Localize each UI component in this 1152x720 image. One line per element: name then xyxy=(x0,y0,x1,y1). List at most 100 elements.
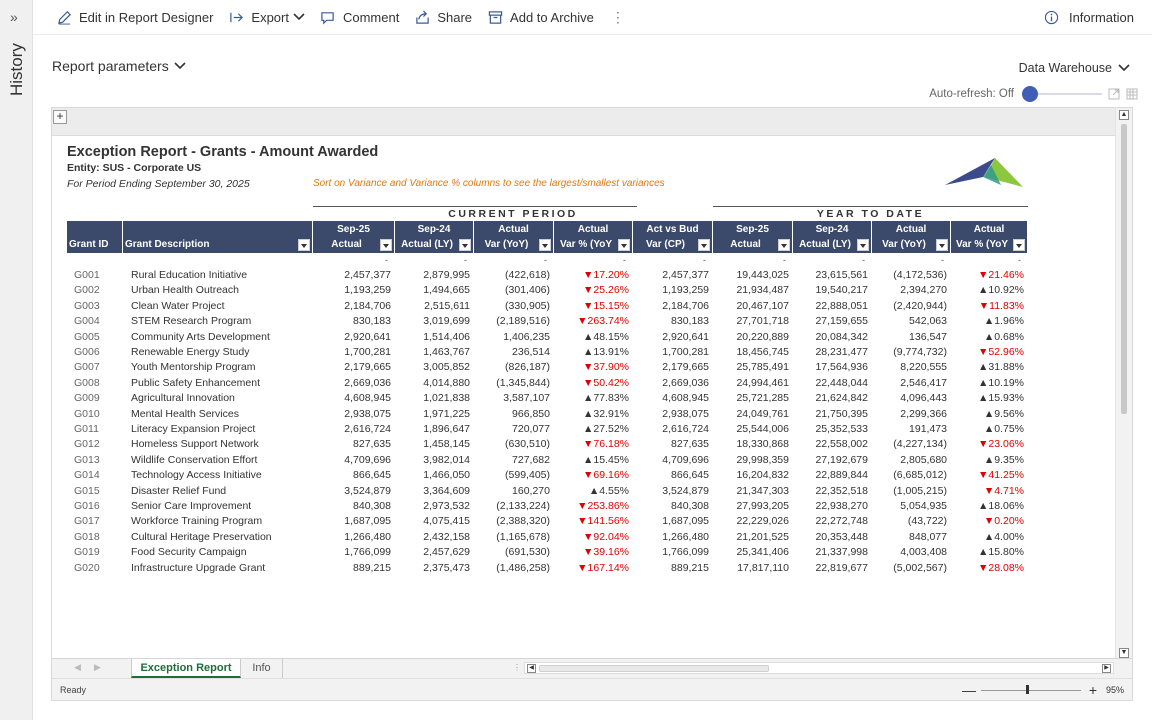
cell-cp-actual-ly[interactable]: 2,515,611 xyxy=(424,299,470,312)
cell-grant-id[interactable]: G015 xyxy=(74,484,100,497)
table-row[interactable]: G005 Community Arts Development 2,920,641 1… xyxy=(52,330,1032,345)
cell-cp-actual[interactable]: 4,709,696 xyxy=(344,453,391,466)
cell-grant-description[interactable]: Disaster Relief Fund xyxy=(131,484,227,497)
cell-ytd-actual-ly[interactable]: 27,192,679 xyxy=(815,453,868,466)
cell-ytd-actual[interactable]: 24,049,761 xyxy=(736,407,789,420)
cell-ytd-var[interactable]: 2,394,270 xyxy=(900,284,947,297)
cell-cp-var[interactable]: (2,189,516) xyxy=(496,315,550,328)
expand-history-button[interactable]: » xyxy=(10,9,18,25)
cell-ytd-var-pct[interactable]: ▼11.83% xyxy=(978,299,1024,312)
cell-grant-id[interactable]: G009 xyxy=(74,392,100,405)
cell-cp-var-budget[interactable]: 866,645 xyxy=(671,469,709,482)
cell-grant-id[interactable]: G004 xyxy=(74,315,100,328)
cell-cp-var-budget[interactable]: 3,524,879 xyxy=(662,484,709,497)
add-to-archive-button[interactable]: Add to Archive xyxy=(487,0,594,35)
cell-cp-var-budget[interactable]: 2,938,075 xyxy=(662,407,709,420)
vertical-scroll-thumb[interactable] xyxy=(1121,124,1127,414)
cell-ytd-actual-ly[interactable]: 22,819,677 xyxy=(815,561,868,574)
cell-grant-description[interactable]: Literacy Expansion Project xyxy=(131,423,256,435)
cell-cp-actual-ly[interactable]: 1,896,647 xyxy=(423,423,470,435)
cell-ytd-var[interactable]: 4,003,408 xyxy=(900,546,947,559)
cell-grant-description[interactable]: Rural Education Initiative xyxy=(131,269,248,281)
cell-cp-actual-ly[interactable]: 3,982,014 xyxy=(423,453,470,466)
cell-grant-description[interactable]: Renewable Energy Study xyxy=(131,346,250,358)
cell-grant-id[interactable]: G007 xyxy=(74,361,100,374)
cell-cp-actual[interactable]: 2,179,665 xyxy=(344,361,391,374)
cell-cp-var-budget[interactable]: 2,457,377 xyxy=(662,269,709,281)
table-row[interactable]: G015 Disaster Relief Fund 3,524,879 3,364,6… xyxy=(52,484,1032,499)
cell-grant-description[interactable]: Community Arts Development xyxy=(131,330,270,343)
cell-grant-description[interactable]: Wildlife Conservation Effort xyxy=(131,453,258,466)
cell-grant-id[interactable]: G011 xyxy=(74,423,99,435)
cell-grant-description[interactable]: Clean Water Project xyxy=(131,299,225,312)
zoom-in-button[interactable]: + xyxy=(1088,682,1098,698)
cell-cp-var[interactable]: (1,486,258) xyxy=(496,561,550,574)
cell-cp-actual-ly[interactable]: 3,005,852 xyxy=(423,361,470,374)
cell-grant-id[interactable]: G001 xyxy=(74,269,100,281)
cell-grant-description[interactable]: Agricultural Innovation xyxy=(131,392,235,405)
filter-dropdown-icon[interactable] xyxy=(698,239,710,251)
cell-cp-var[interactable]: (691,530) xyxy=(505,546,550,559)
zoom-slider[interactable] xyxy=(980,684,1081,696)
cell-cp-var[interactable]: 966,850 xyxy=(512,407,550,420)
cell-cp-var-budget[interactable]: 889,215 xyxy=(671,561,709,574)
cell-grant-id[interactable]: G020 xyxy=(74,561,100,574)
cell-ytd-actual[interactable]: 21,347,303 xyxy=(736,484,789,497)
cell-cp-var-pct[interactable]: ▼92.04% xyxy=(582,530,629,543)
cell-ytd-actual-ly[interactable]: 22,352,518 xyxy=(815,484,868,497)
cell-grant-id[interactable]: G013 xyxy=(74,453,100,466)
cell-ytd-actual-ly[interactable]: 20,353,448 xyxy=(815,530,868,543)
cell-cp-actual[interactable]: 3,524,879 xyxy=(344,484,391,497)
cell-cp-var[interactable]: (2,388,320) xyxy=(496,515,550,528)
cell-ytd-var[interactable]: 4,096,443 xyxy=(900,392,947,405)
cell-cp-var[interactable]: (330,905) xyxy=(505,299,550,312)
cell-cp-actual[interactable]: 866,645 xyxy=(353,469,391,482)
cell-ytd-var-pct[interactable]: ▲0.75% xyxy=(983,423,1024,435)
cell-ytd-var-pct[interactable]: ▲4.00% xyxy=(983,530,1024,543)
cell-ytd-actual[interactable]: 25,785,491 xyxy=(736,361,789,374)
cell-cp-var-budget[interactable]: 2,669,036 xyxy=(662,376,709,389)
cell-cp-actual[interactable]: 2,920,641 xyxy=(344,330,391,343)
table-row[interactable]: G013 Wildlife Conservation Effort 4,709,69… xyxy=(52,453,1032,468)
cell-cp-var-budget[interactable]: 2,184,706 xyxy=(662,299,709,312)
cell-cp-actual[interactable]: 1,193,259 xyxy=(344,284,391,297)
cell-ytd-var[interactable]: (5,002,567) xyxy=(893,561,947,574)
information-button[interactable]: Information xyxy=(1044,0,1134,35)
cell-ytd-var[interactable]: (43,722) xyxy=(907,515,947,528)
cell-ytd-actual[interactable]: 16,204,832 xyxy=(736,469,789,482)
cell-cp-actual-ly[interactable]: 1,466,050 xyxy=(423,469,470,482)
cell-ytd-var[interactable]: (1,005,215) xyxy=(893,484,947,497)
cell-grant-description[interactable]: Workforce Training Program xyxy=(131,515,263,528)
tab-exception-report[interactable]: Exception Report xyxy=(131,659,241,678)
prev-sheet-arrow-icon[interactable]: ◀ xyxy=(74,662,81,672)
cell-cp-var-pct[interactable]: ▼76.18% xyxy=(582,438,629,451)
vertical-scrollbar[interactable]: ▲ ▼ xyxy=(1115,108,1132,660)
edit-in-report-designer-button[interactable]: Edit in Report Designer xyxy=(56,0,213,35)
table-row[interactable]: G001 Rural Education Initiative 2,457,377 2… xyxy=(52,268,1032,283)
cell-cp-var[interactable]: 720,077 xyxy=(512,423,550,435)
cell-ytd-var-pct[interactable]: ▼0.20% xyxy=(983,515,1024,528)
cell-cp-actual-ly[interactable]: 4,075,415 xyxy=(423,515,470,528)
filter-dropdown-icon[interactable] xyxy=(1013,239,1025,251)
cell-ytd-actual-ly[interactable]: 21,337,998 xyxy=(815,546,868,559)
cell-cp-actual-ly[interactable]: 2,375,473 xyxy=(423,561,470,574)
cell-cp-actual[interactable]: 840,308 xyxy=(353,500,391,512)
cell-ytd-actual[interactable]: 19,443,025 xyxy=(736,269,789,281)
cell-cp-actual-ly[interactable]: 3,019,699 xyxy=(423,315,470,328)
cell-ytd-var[interactable]: 5,054,935 xyxy=(900,500,947,512)
report-parameters-toggle[interactable]: Report parameters xyxy=(52,58,186,74)
cell-ytd-var-pct[interactable]: ▲9.56% xyxy=(983,407,1024,420)
table-row[interactable]: G014 Technology Access Initiative 866,645 1… xyxy=(52,468,1032,483)
table-row[interactable]: G002 Urban Health Outreach 1,193,259 1,494,… xyxy=(52,283,1032,298)
cell-grant-description[interactable]: STEM Research Program xyxy=(131,315,252,328)
cell-cp-actual[interactable]: 1,687,095 xyxy=(344,515,391,528)
filter-dropdown-icon[interactable] xyxy=(539,239,551,251)
table-row[interactable]: G003 Clean Water Project 2,184,706 2,515,61… xyxy=(52,299,1032,314)
cell-cp-actual[interactable]: 2,938,075 xyxy=(344,407,391,420)
popout-icon[interactable] xyxy=(1108,88,1120,100)
zoom-thumb[interactable] xyxy=(1025,685,1029,694)
cell-cp-var-pct[interactable]: ▼39.16% xyxy=(582,546,629,559)
cell-cp-var[interactable]: 3,587,107 xyxy=(503,392,550,405)
horizontal-scroll-thumb[interactable] xyxy=(539,665,769,672)
cell-cp-var-budget[interactable]: 1,766,099 xyxy=(662,546,709,559)
